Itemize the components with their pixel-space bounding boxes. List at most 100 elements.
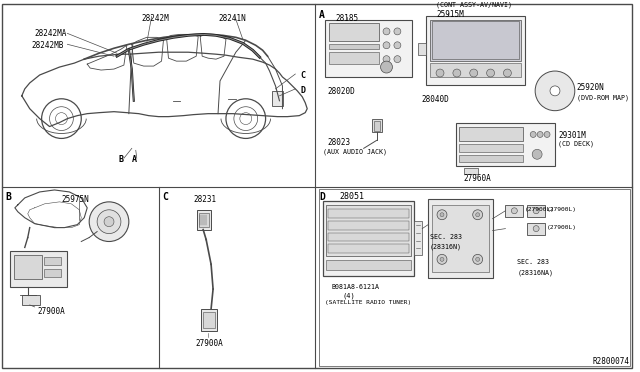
- Bar: [201, 309, 217, 331]
- Bar: [199, 213, 209, 227]
- Text: (27900L): (27900L): [547, 207, 577, 212]
- Bar: [527, 205, 545, 217]
- Bar: [459, 126, 524, 141]
- Bar: [44, 269, 61, 277]
- Bar: [414, 221, 422, 255]
- Bar: [456, 122, 555, 166]
- Bar: [464, 168, 477, 174]
- Bar: [506, 205, 524, 217]
- Circle shape: [535, 71, 575, 111]
- Bar: [426, 16, 525, 85]
- Text: D: D: [300, 86, 305, 95]
- Text: 25975N: 25975N: [61, 195, 89, 204]
- Text: 27900A: 27900A: [195, 339, 223, 347]
- Bar: [326, 205, 412, 256]
- Text: (28316NA): (28316NA): [517, 269, 554, 276]
- Text: 28023: 28023: [327, 138, 350, 147]
- Text: (4): (4): [343, 292, 356, 299]
- Bar: [328, 244, 410, 253]
- Circle shape: [453, 69, 461, 77]
- Bar: [271, 91, 284, 106]
- Text: 28241N: 28241N: [218, 13, 246, 23]
- Bar: [430, 19, 522, 61]
- Bar: [418, 43, 426, 55]
- Bar: [459, 155, 524, 162]
- Text: R2800074: R2800074: [592, 357, 629, 366]
- Circle shape: [533, 208, 539, 214]
- Bar: [329, 52, 379, 64]
- Text: 27960A: 27960A: [464, 174, 492, 183]
- Circle shape: [476, 213, 479, 217]
- Text: 28242MB: 28242MB: [32, 41, 64, 50]
- Circle shape: [394, 28, 401, 35]
- Bar: [14, 255, 42, 279]
- Circle shape: [550, 86, 560, 96]
- Bar: [428, 199, 493, 278]
- Text: A: A: [132, 155, 137, 164]
- Bar: [430, 63, 522, 77]
- Circle shape: [504, 69, 511, 77]
- Circle shape: [436, 69, 444, 77]
- Bar: [527, 223, 545, 235]
- Text: 28185: 28185: [335, 13, 358, 23]
- Text: D: D: [319, 192, 325, 202]
- Text: 25915M: 25915M: [436, 10, 464, 19]
- Bar: [432, 205, 488, 272]
- Circle shape: [486, 69, 495, 77]
- Text: A: A: [319, 10, 325, 20]
- Bar: [203, 312, 215, 328]
- Bar: [326, 260, 412, 270]
- Text: B: B: [5, 192, 11, 202]
- Circle shape: [537, 131, 543, 137]
- Circle shape: [476, 257, 479, 261]
- Text: (SATELLITE RADIO TUNER): (SATELLITE RADIO TUNER): [325, 300, 412, 305]
- Circle shape: [440, 257, 444, 261]
- Bar: [319, 189, 630, 366]
- Circle shape: [383, 56, 390, 62]
- Circle shape: [530, 131, 536, 137]
- Circle shape: [437, 210, 447, 220]
- Text: SEC. 283: SEC. 283: [517, 259, 549, 265]
- Circle shape: [437, 254, 447, 264]
- Text: C: C: [163, 192, 168, 202]
- Bar: [22, 295, 40, 305]
- Circle shape: [533, 226, 539, 232]
- Circle shape: [511, 208, 517, 214]
- Circle shape: [89, 202, 129, 241]
- Text: 27900A: 27900A: [38, 307, 65, 316]
- Text: C: C: [300, 71, 305, 80]
- Bar: [197, 210, 211, 230]
- Circle shape: [394, 42, 401, 49]
- Circle shape: [532, 149, 542, 159]
- Circle shape: [473, 210, 483, 220]
- Bar: [44, 257, 61, 265]
- Bar: [323, 201, 414, 276]
- Bar: [328, 221, 410, 230]
- Text: B: B: [119, 155, 124, 164]
- Circle shape: [104, 217, 114, 227]
- Text: 28051: 28051: [340, 192, 365, 201]
- Bar: [329, 23, 379, 41]
- Text: 28040D: 28040D: [421, 95, 449, 104]
- Bar: [328, 232, 410, 241]
- Circle shape: [473, 254, 483, 264]
- Text: 29301M: 29301M: [558, 131, 586, 140]
- Text: (CD DECK): (CD DECK): [558, 140, 594, 147]
- Text: 28242M: 28242M: [141, 13, 170, 23]
- Text: 28231: 28231: [193, 195, 216, 204]
- Text: (27900L): (27900L): [525, 207, 556, 212]
- Text: SEC. 283: SEC. 283: [430, 234, 462, 240]
- Bar: [432, 22, 519, 59]
- Circle shape: [470, 69, 477, 77]
- Bar: [10, 251, 67, 287]
- Circle shape: [394, 56, 401, 62]
- Text: (28316N): (28316N): [430, 244, 462, 250]
- Circle shape: [381, 61, 392, 73]
- Circle shape: [440, 213, 444, 217]
- Bar: [328, 209, 410, 218]
- Circle shape: [544, 131, 550, 137]
- Text: 25920N: 25920N: [577, 83, 605, 92]
- Text: (DVD-ROM MAP): (DVD-ROM MAP): [577, 95, 628, 101]
- Bar: [459, 144, 524, 152]
- Circle shape: [97, 210, 121, 234]
